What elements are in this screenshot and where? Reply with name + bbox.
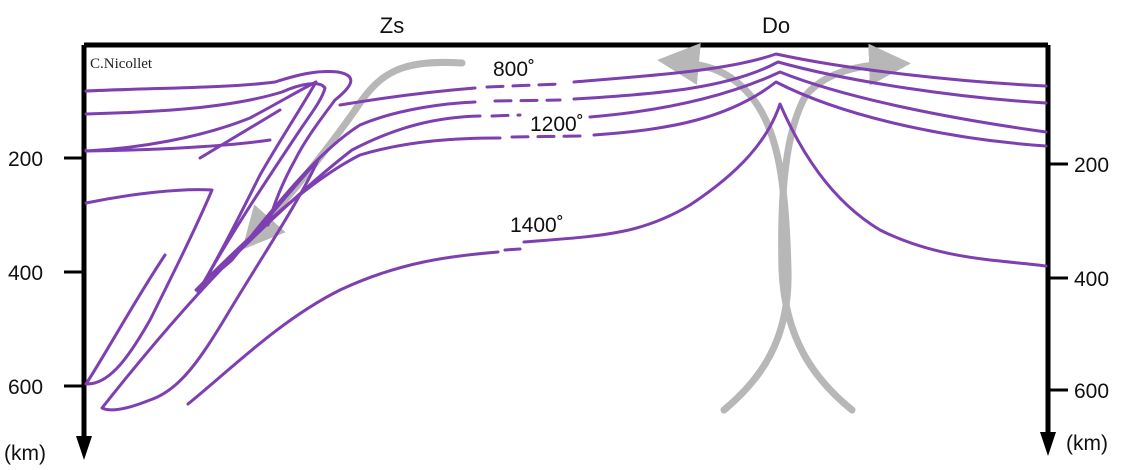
isotherm-1200-label: 1200˚ <box>530 113 584 136</box>
left-axis-arrow-icon <box>76 436 92 460</box>
isotherm-mid1-left <box>84 82 477 277</box>
right-tick-label-600: 600 <box>1074 380 1109 403</box>
right-tick-label-400: 400 <box>1074 268 1109 291</box>
zs-label: Zs <box>380 13 404 38</box>
left-tick-label-400: 400 <box>8 262 43 285</box>
left-tick-label-200: 200 <box>8 148 43 171</box>
isotherm-mid2 <box>84 108 282 160</box>
left-unit-label: (km) <box>4 442 46 465</box>
isotherm-1400-label: 1400˚ <box>510 214 564 237</box>
isotherm-slab-outermost <box>100 158 320 412</box>
isotherm-1200-east <box>588 70 1048 134</box>
isotherm-1400-dashed <box>503 247 522 252</box>
isotherm-mid1-east <box>572 60 1048 105</box>
right-unit-label: (km) <box>1066 432 1108 455</box>
isotherm-1200-dashed <box>490 113 522 118</box>
isotherm-1400-west <box>186 250 500 406</box>
isotherm-mid2-east <box>592 80 1048 148</box>
right-axis-arrow-icon <box>1040 432 1056 456</box>
isotherm-mid2-main <box>194 136 502 292</box>
isotherm-800-label: 800˚ <box>493 58 535 81</box>
upwelling-left-flow-arrow <box>657 43 792 414</box>
isotherm-slab-outer <box>84 188 214 386</box>
upwelling-right-flow-arrow <box>778 43 911 414</box>
isotherm-800-left <box>84 70 353 227</box>
credit-label: C.Nicollet <box>90 56 153 72</box>
right-tick-label-200: 200 <box>1074 154 1109 177</box>
left-tick-label-600: 600 <box>8 376 43 399</box>
subduction-flow-arrow <box>242 58 466 250</box>
isotherm-mid1-dashed <box>493 98 562 103</box>
isotherm-800-dashed <box>485 82 562 89</box>
do-label: Do <box>762 13 790 38</box>
isotherm-1200-left <box>84 80 482 294</box>
isotherm-mid2-dashed <box>510 134 582 139</box>
isotherm-800-east <box>572 52 1048 88</box>
isotherm-1400-east <box>522 102 1048 268</box>
isotherm-800-right <box>338 86 477 107</box>
